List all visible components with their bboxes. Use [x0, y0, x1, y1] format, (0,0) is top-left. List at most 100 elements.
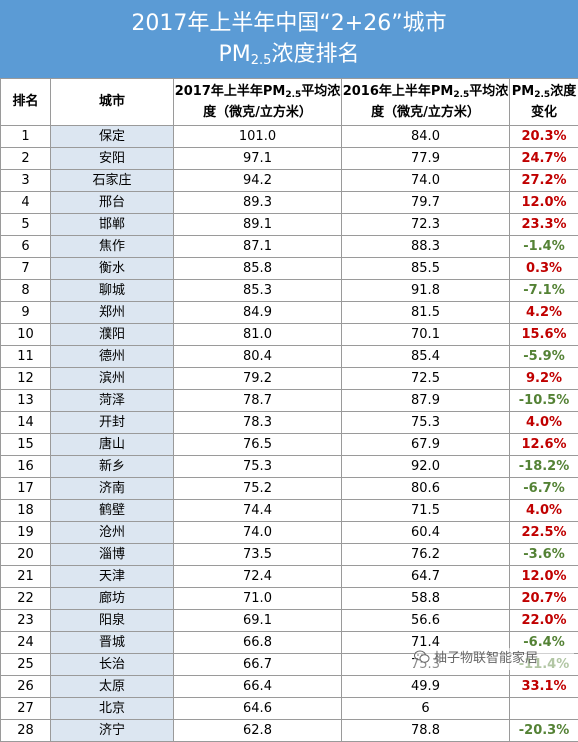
- value-2017-cell: 89.3: [174, 192, 342, 214]
- value-2016-cell: 79.7: [342, 192, 510, 214]
- value-2017-cell: 69.1: [174, 610, 342, 632]
- change-cell: 4.0%: [510, 412, 578, 434]
- change-cell: 12.0%: [510, 566, 578, 588]
- title-pm-sub: 2.5: [251, 53, 272, 68]
- city-cell: 邢台: [51, 192, 174, 214]
- city-cell: 淄博: [51, 544, 174, 566]
- value-2017-cell: 78.7: [174, 390, 342, 412]
- city-cell: 鹤壁: [51, 500, 174, 522]
- rank-cell: 19: [1, 522, 51, 544]
- value-2016-cell: 81.5: [342, 302, 510, 324]
- city-cell: 石家庄: [51, 170, 174, 192]
- title-line1: 2017年上半年中国“2+26”城市: [0, 8, 578, 39]
- city-cell: 北京: [51, 698, 174, 720]
- city-cell: 郑州: [51, 302, 174, 324]
- rank-cell: 24: [1, 632, 51, 654]
- rank-cell: 9: [1, 302, 51, 324]
- change-cell: 12.6%: [510, 434, 578, 456]
- value-2017-cell: 79.2: [174, 368, 342, 390]
- value-2016-cell: 78.8: [342, 720, 510, 742]
- rank-cell: 14: [1, 412, 51, 434]
- value-2016-cell: 60.4: [342, 522, 510, 544]
- rank-cell: 10: [1, 324, 51, 346]
- rank-cell: 8: [1, 280, 51, 302]
- rank-cell: 25: [1, 654, 51, 676]
- change-cell: 12.0%: [510, 192, 578, 214]
- header-2017-sub: 2.5: [285, 90, 301, 100]
- rank-cell: 17: [1, 478, 51, 500]
- rank-cell: 28: [1, 720, 51, 742]
- value-2016-cell: 92.0: [342, 456, 510, 478]
- value-2017-cell: 71.0: [174, 588, 342, 610]
- city-cell: 安阳: [51, 148, 174, 170]
- value-2016-cell: 80.6: [342, 478, 510, 500]
- change-cell: -6.7%: [510, 478, 578, 500]
- city-cell: 唐山: [51, 434, 174, 456]
- value-2016-cell: 85.5: [342, 258, 510, 280]
- city-cell: 开封: [51, 412, 174, 434]
- rank-cell: 27: [1, 698, 51, 720]
- value-2016-cell: 76.2: [342, 544, 510, 566]
- change-cell: 15.6%: [510, 324, 578, 346]
- header-change-prefix: PM: [512, 84, 534, 99]
- city-cell: 济宁: [51, 720, 174, 742]
- rank-cell: 6: [1, 236, 51, 258]
- header-rank: 排名: [1, 79, 51, 126]
- city-cell: 衡水: [51, 258, 174, 280]
- rank-cell: 11: [1, 346, 51, 368]
- value-2016-cell: 64.7: [342, 566, 510, 588]
- value-2017-cell: 75.3: [174, 456, 342, 478]
- header-2017-prefix: 2017年上半年PM: [175, 84, 286, 99]
- value-2016-cell: 85.4: [342, 346, 510, 368]
- value-2017-cell: 87.1: [174, 236, 342, 258]
- header-row: 排名 城市 2017年上半年PM2.5平均浓度（微克/立方米） 2016年上半年…: [1, 79, 578, 126]
- change-cell: 22.5%: [510, 522, 578, 544]
- value-2016-cell: 70.1: [342, 324, 510, 346]
- value-2016-cell: 87.9: [342, 390, 510, 412]
- title-suffix: 浓度排名: [271, 42, 359, 67]
- value-2017-cell: 85.3: [174, 280, 342, 302]
- change-cell: 4.0%: [510, 500, 578, 522]
- value-2017-cell: 97.1: [174, 148, 342, 170]
- city-cell: 晋城: [51, 632, 174, 654]
- value-2017-cell: 74.4: [174, 500, 342, 522]
- city-cell: 阳泉: [51, 610, 174, 632]
- value-2016-cell: 74.0: [342, 170, 510, 192]
- rank-cell: 12: [1, 368, 51, 390]
- change-cell: -10.5%: [510, 390, 578, 412]
- value-2017-cell: 66.8: [174, 632, 342, 654]
- value-2016-cell: 84.0: [342, 126, 510, 148]
- change-cell: [510, 698, 578, 720]
- value-2017-cell: 101.0: [174, 126, 342, 148]
- rank-cell: 22: [1, 588, 51, 610]
- value-2017-cell: 78.3: [174, 412, 342, 434]
- city-cell: 德州: [51, 346, 174, 368]
- rank-cell: 2: [1, 148, 51, 170]
- value-2016-cell: 77.9: [342, 148, 510, 170]
- city-cell: 焦作: [51, 236, 174, 258]
- value-2017-cell: 62.8: [174, 720, 342, 742]
- change-cell: 23.3%: [510, 214, 578, 236]
- change-cell: -20.3%: [510, 720, 578, 742]
- city-cell: 邯郸: [51, 214, 174, 236]
- city-cell: 新乡: [51, 456, 174, 478]
- header-city: 城市: [51, 79, 174, 126]
- value-2016-cell: 88.3: [342, 236, 510, 258]
- change-cell: 27.2%: [510, 170, 578, 192]
- change-cell: -18.2%: [510, 456, 578, 478]
- header-change-sub: 2.5: [534, 90, 550, 100]
- value-2017-cell: 89.1: [174, 214, 342, 236]
- change-cell: 33.1%: [510, 676, 578, 698]
- ranking-table: 排名 城市 2017年上半年PM2.5平均浓度（微克/立方米） 2016年上半年…: [0, 78, 578, 742]
